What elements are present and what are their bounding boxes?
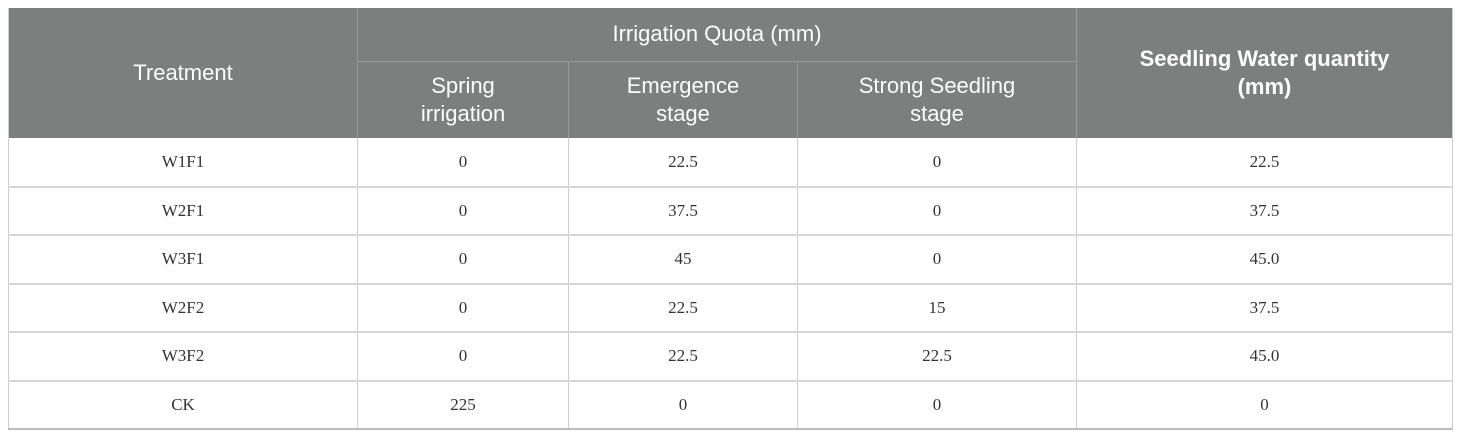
cell-treatment: W3F1 [8,234,358,284]
cell-seedling-water-quantity: 37.5 [1076,282,1453,332]
cell-strong-seedling-stage: 0 [797,138,1077,187]
header-spring-line1: Spring [431,72,495,98]
cell-seedling-water-quantity: 45.0 [1076,331,1453,381]
table-row: W3F2 0 22.5 22.5 45.0 [8,331,1453,381]
table-header: Treatment Irrigation Quota (mm) Seedling… [8,8,1453,138]
cell-seedling-water-quantity: 0 [1076,379,1453,429]
header-emergence-line2: stage [656,100,710,126]
header-cell-irrigation-quota-group: Irrigation Quota (mm) [357,8,1077,62]
header-cell-spring-irrigation: Spring irrigation [357,61,569,138]
header-strong-line2: stage [910,100,964,126]
irrigation-quota-table: Treatment Irrigation Quota (mm) Seedling… [8,8,1453,430]
table-row: W3F1 0 45 0 45.0 [8,234,1453,284]
cell-treatment: CK [8,379,358,429]
cell-spring-irrigation: 0 [357,138,569,187]
header-seedling-line1: Seedling Water quantity [1139,46,1390,71]
cell-seedling-water-quantity: 22.5 [1076,138,1453,187]
cell-emergence-stage: 22.5 [568,138,798,187]
cell-spring-irrigation: 0 [357,282,569,332]
cell-emergence-stage: 22.5 [568,282,798,332]
cell-strong-seedling-stage: 0 [797,234,1077,284]
table-row: W1F1 0 22.5 0 22.5 [8,138,1453,187]
cell-treatment: W1F1 [8,138,358,187]
header-cell-treatment: Treatment [8,8,358,138]
cell-spring-irrigation: 0 [357,331,569,381]
header-emergence-line1: Emergence [626,72,740,98]
cell-treatment: W2F1 [8,185,358,235]
header-seedling-line2: (mm) [1237,74,1292,99]
header-spring-line2: irrigation [420,100,506,126]
header-cell-emergence-stage: Emergence stage [568,61,798,138]
header-row-group: Treatment Irrigation Quota (mm) Seedling… [8,8,1453,138]
table-row: W2F1 0 37.5 0 37.5 [8,185,1453,235]
cell-treatment: W2F2 [8,282,358,332]
header-cell-seedling-water-quantity: Seedling Water quantity (mm) [1076,8,1453,138]
header-strong-line1: Strong Seedling [858,72,1016,98]
cell-emergence-stage: 22.5 [568,331,798,381]
cell-spring-irrigation: 225 [357,379,569,429]
table-body: W1F1 0 22.5 0 22.5 W2F1 0 37.5 0 37.5 W3… [8,138,1453,429]
cell-strong-seedling-stage: 22.5 [797,331,1077,381]
table-row: CK 225 0 0 0 [8,379,1453,429]
cell-spring-irrigation: 0 [357,234,569,284]
cell-emergence-stage: 37.5 [568,185,798,235]
cell-emergence-stage: 0 [568,379,798,429]
cell-treatment: W3F2 [8,331,358,381]
header-cell-strong-seedling-stage: Strong Seedling stage [797,61,1077,138]
cell-strong-seedling-stage: 15 [797,282,1077,332]
cell-strong-seedling-stage: 0 [797,185,1077,235]
table-row: W2F2 0 22.5 15 37.5 [8,282,1453,332]
cell-emergence-stage: 45 [568,234,798,284]
cell-spring-irrigation: 0 [357,185,569,235]
cell-strong-seedling-stage: 0 [797,379,1077,429]
cell-seedling-water-quantity: 45.0 [1076,234,1453,284]
header-row-sub: Spring irrigation Emergence stage Strong… [9,61,1453,138]
cell-seedling-water-quantity: 37.5 [1076,185,1453,235]
